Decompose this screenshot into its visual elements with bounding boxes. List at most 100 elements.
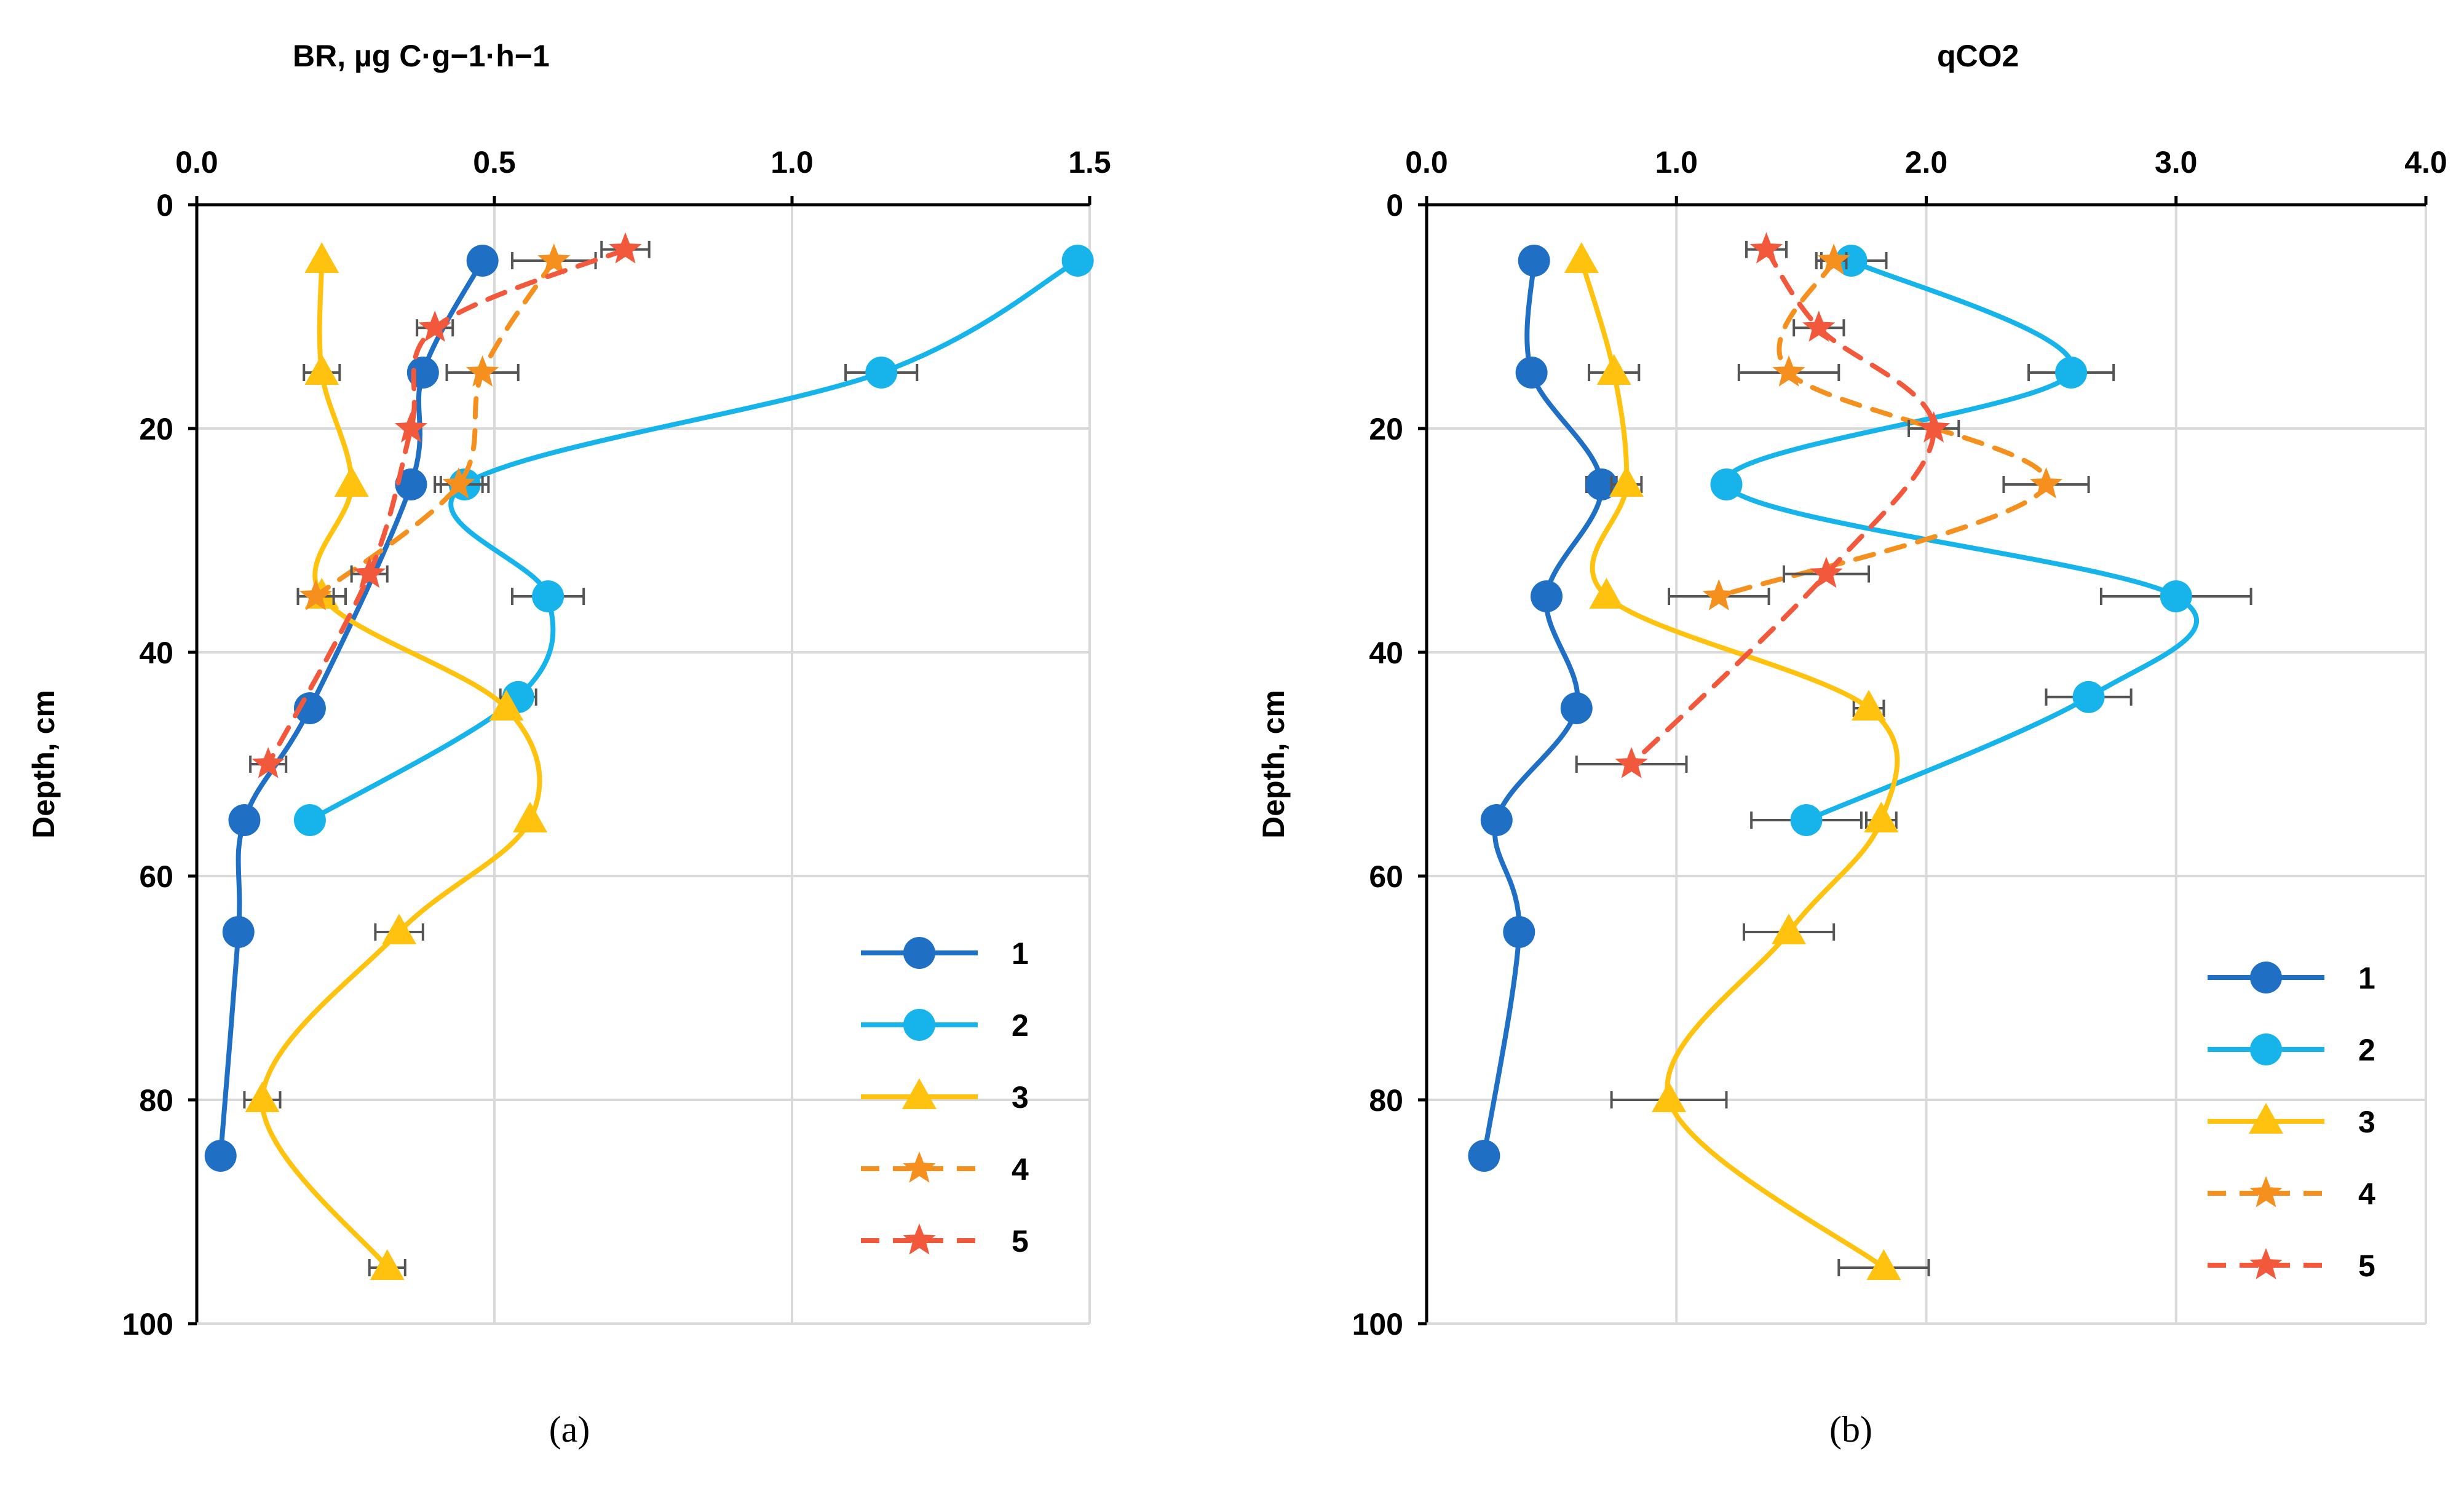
data-point xyxy=(1852,690,1887,721)
y-tick-label: 20 xyxy=(139,412,173,446)
legend-marker xyxy=(2250,962,2282,993)
data-point xyxy=(2160,580,2192,612)
data-point xyxy=(1503,916,1535,948)
x-axis-title: BR, µg C·g−1·h−1 xyxy=(293,39,550,73)
data-point xyxy=(334,466,369,497)
data-point xyxy=(222,916,255,948)
data-point xyxy=(1615,747,1648,778)
data-point xyxy=(299,579,333,610)
data-point xyxy=(1790,804,1823,836)
data-point xyxy=(2072,681,2105,713)
data-point xyxy=(1917,411,1951,443)
series-1 xyxy=(1468,245,1618,1172)
y-tick-label: 0 xyxy=(1386,188,1403,223)
data-point xyxy=(395,468,427,500)
data-point xyxy=(466,245,499,277)
x-tick-label: 1.0 xyxy=(1655,145,1698,180)
legend-marker xyxy=(2249,1176,2283,1207)
x-tick-label: 1.5 xyxy=(1068,145,1111,180)
data-point xyxy=(537,243,571,275)
series-3 xyxy=(243,242,548,1280)
series-4 xyxy=(296,243,597,610)
legend-item-3: 3 xyxy=(861,1078,1029,1115)
series-line xyxy=(266,247,628,767)
data-point xyxy=(1772,355,1805,387)
series-5 xyxy=(1575,232,1960,778)
legend-marker xyxy=(903,1151,936,1183)
series-4 xyxy=(1668,243,2090,610)
data-point xyxy=(293,804,326,836)
legend-label: 1 xyxy=(1012,936,1029,971)
data-point xyxy=(1710,468,1743,500)
data-point xyxy=(2055,357,2088,389)
data-point xyxy=(865,357,898,389)
legend-label: 3 xyxy=(2358,1105,2375,1139)
data-point xyxy=(382,914,417,944)
legend-marker xyxy=(2249,1248,2283,1279)
data-point xyxy=(1480,804,1513,836)
data-point xyxy=(1531,580,1563,612)
data-point xyxy=(1468,1140,1500,1172)
y-tick-label: 100 xyxy=(122,1307,173,1341)
data-point xyxy=(353,556,386,588)
y-tick-label: 0 xyxy=(156,188,173,223)
legend-item-4: 4 xyxy=(2208,1176,2375,1211)
data-point xyxy=(1585,468,1618,500)
legend-item-5: 5 xyxy=(2208,1248,2375,1283)
legend-marker xyxy=(903,1223,936,1255)
series-line xyxy=(1716,258,2049,599)
data-point xyxy=(1864,802,1899,832)
y-tick-label: 100 xyxy=(1352,1307,1403,1341)
series-2 xyxy=(293,245,1094,836)
data-point xyxy=(1749,232,1783,264)
data-point xyxy=(1835,245,1868,277)
series-2 xyxy=(1710,245,2252,836)
data-point xyxy=(1802,310,1836,342)
data-point xyxy=(304,242,339,273)
gridlines xyxy=(197,205,1091,1324)
series-line xyxy=(307,258,1080,823)
data-point xyxy=(370,1249,405,1280)
data-point xyxy=(1596,354,1631,385)
data-point xyxy=(304,354,339,385)
y-axis-title: Depth, cm xyxy=(26,690,61,839)
data-point xyxy=(513,802,548,832)
legend-label: 2 xyxy=(2358,1033,2375,1067)
legend-marker xyxy=(903,1009,935,1041)
y-axis-title: Depth, cm xyxy=(1256,690,1291,839)
x-tick-label: 4.0 xyxy=(2404,145,2447,180)
x-tick-label: 3.0 xyxy=(2155,145,2198,180)
data-point xyxy=(204,1140,237,1172)
y-tick-label: 40 xyxy=(1369,636,1403,670)
series-5 xyxy=(249,232,651,778)
legend-item-1: 1 xyxy=(861,936,1029,971)
legend-label: 5 xyxy=(2358,1249,2375,1283)
legend-label: 5 xyxy=(1012,1224,1029,1258)
x-tick-label: 2.0 xyxy=(1905,145,1948,180)
data-point xyxy=(532,580,565,612)
legend-item-2: 2 xyxy=(861,1008,1029,1043)
panel-label: (a) xyxy=(549,1409,590,1450)
data-point xyxy=(418,310,451,342)
data-point xyxy=(1866,1249,1901,1280)
data-point xyxy=(1609,466,1644,497)
series-3 xyxy=(1564,242,1930,1280)
panel-label: (b) xyxy=(1829,1409,1872,1450)
x-tick-label: 0.5 xyxy=(473,145,516,180)
data-point xyxy=(1589,578,1624,609)
chart-a: 0.0 0.5 1.0 1.5 0 20 40 60 80 100 BR, µg C·g−1·h−1… xyxy=(26,39,1111,1450)
series-line xyxy=(259,258,542,1270)
data-point xyxy=(1652,1081,1687,1112)
data-point xyxy=(442,467,475,499)
data-point xyxy=(1061,245,1094,277)
legend-marker xyxy=(902,1078,937,1109)
x-tick-label: 0.0 xyxy=(175,145,218,180)
series-line xyxy=(313,258,557,599)
data-point xyxy=(489,690,524,721)
legend-label: 3 xyxy=(1012,1080,1029,1115)
legend-label: 1 xyxy=(2358,961,2375,995)
data-point xyxy=(1702,579,1735,610)
legend-label: 4 xyxy=(2358,1177,2375,1211)
x-axis-title: qCO2 xyxy=(1937,39,2019,73)
